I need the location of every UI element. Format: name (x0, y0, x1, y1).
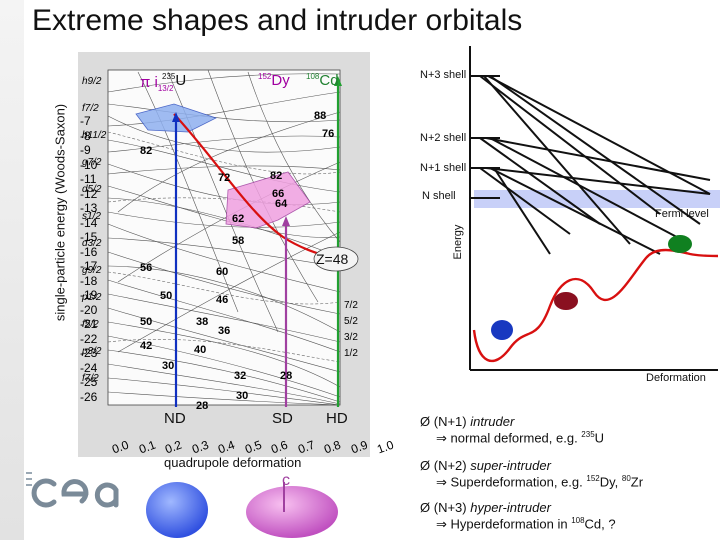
magic-number-label: 28 (280, 370, 293, 382)
nilsson-diagram (78, 52, 370, 457)
nilsson-y-axis-label: single-particle energy (Woods-Saxon) (52, 103, 68, 322)
magic-number-label: 50 (160, 290, 173, 302)
potential-energy-curve (472, 248, 719, 362)
level-lines (107, 69, 341, 406)
y-tick-label: -21 (80, 317, 98, 331)
magic-number-label: 32 (234, 370, 247, 382)
pink-gap-highlight (225, 171, 311, 229)
magic-number-label: 88 (314, 110, 327, 122)
y-tick-label: -9 (80, 143, 91, 157)
hd-label: HD (326, 410, 348, 427)
y-tick-label: -10 (80, 157, 98, 172)
orbital-label: 5/2 (344, 316, 358, 327)
y-tick-label: -25 (80, 375, 98, 389)
magic-number-label: 60 (216, 266, 229, 278)
orbital-label: h11/2 (82, 130, 107, 141)
orbital-label: d5/2 (82, 184, 102, 195)
orbital-label: h9/2 (82, 76, 102, 87)
cd108-label: 108Cd (306, 72, 339, 89)
orbital-label: 3/2 (344, 332, 358, 343)
dy152-label: 152Dy (258, 72, 290, 89)
y-tick-label: -13 (80, 201, 98, 215)
y-tick-label: -14 (80, 215, 98, 230)
slide-title: Extreme shapes and intruder orbitals (32, 4, 523, 37)
orbital-label: p1/2 (82, 292, 102, 303)
orbital-label: s1/2 (82, 211, 101, 222)
z48-box-group (313, 246, 359, 272)
orbital-label: f5/2 (82, 319, 99, 330)
y-tick-label: -24 (80, 360, 98, 375)
shell-label-n2: N+2 shell (420, 132, 467, 144)
y-tick-label: -12 (80, 186, 98, 201)
magic-number-label: 82 (140, 145, 153, 157)
nd-label: ND (164, 410, 186, 427)
orbital-label: f7/2 (82, 103, 99, 114)
shell-schematic (469, 46, 720, 371)
bullet-super-intruder: Ø (N+2) super-intruder ⇒ Superdeformatio… (420, 458, 644, 490)
magic-number-label: 46 (216, 294, 229, 306)
nilsson-x-axis-label: quadrupole deformation (164, 455, 302, 470)
orbital-label: 7/2 (344, 300, 358, 311)
magic-number-label: 38 (196, 316, 209, 328)
y-tick-label: -23 (80, 346, 98, 360)
magic-number-label: 36 (218, 325, 231, 337)
magic-number-label: 30 (162, 360, 175, 372)
deformation-axis-label: Deformation (646, 372, 706, 384)
magic-number-label: 72 (218, 172, 231, 184)
y-tick-label: -19 (80, 288, 98, 302)
magic-number-label: 30 (236, 390, 249, 402)
orbital-label: g9/2 (82, 265, 102, 276)
y-tick-label: -16 (80, 244, 98, 259)
blue-minimum-ball (491, 320, 513, 340)
left-decor-strip (0, 0, 24, 540)
y-tick-label: -17 (80, 259, 98, 273)
magic-number-label: 50 (140, 316, 153, 328)
pi-i13-label: π i13/2 (140, 74, 174, 93)
normal-deformed-nucleus-shape (146, 482, 208, 538)
magic-number-label: 28 (196, 400, 209, 412)
orbital-label: p3/2 (82, 346, 102, 357)
y-tick-label: -7 (80, 114, 91, 128)
magic-number-label: 42 (140, 340, 153, 352)
z48-label: Z=48 (316, 251, 349, 267)
magic-number-label: 66 (272, 188, 285, 200)
shell-label-n1: N+1 shell (420, 162, 467, 174)
x-tick-label: 1.0 (375, 437, 396, 457)
magic-number-label: 82 (270, 170, 283, 182)
y-tick-label: -8 (80, 128, 91, 143)
magic-number-label: 76 (322, 128, 335, 140)
c-axis-label: c (282, 472, 290, 489)
red-minimum-ball (554, 292, 578, 310)
green-minimum-ball (668, 235, 692, 253)
superdeformed-nucleus-shape (246, 486, 338, 538)
orbital-label: 1/2 (344, 348, 358, 359)
bullet-hyper-intruder: Ø (N+3) hyper-intruder ⇒ Hyperdeformatio… (420, 500, 616, 532)
y-tick-label: -20 (80, 302, 98, 317)
magic-number-label: 62 (232, 213, 245, 225)
u235-label: 235U (162, 72, 187, 89)
fermi-level-label: Fermi level (655, 208, 709, 220)
y-tick-label: -11 (80, 172, 97, 186)
shape-axis-line (283, 482, 285, 512)
y-tick-label: -18 (80, 273, 98, 288)
orbital-label: g7/2 (82, 157, 102, 168)
cea-logo (26, 472, 119, 508)
bullet-intruder: Ø (N+1) intruder ⇒ normal deformed, e.g.… (420, 414, 605, 446)
orbital-label: f7/2 (82, 373, 99, 384)
magic-number-label: 56 (140, 262, 153, 274)
sd-label: SD (272, 410, 293, 427)
y-tick-label: -15 (80, 230, 98, 244)
y-tick-label: -22 (80, 331, 98, 346)
y-tick-label: -26 (80, 389, 98, 404)
shell-label-n: N shell (422, 190, 456, 202)
shell-label-n3: N+3 shell (420, 69, 467, 81)
magic-number-label: 40 (194, 344, 207, 356)
orbital-label: d3/2 (82, 238, 102, 249)
magic-number-label: 64 (275, 198, 288, 210)
magic-number-label: 58 (232, 235, 245, 247)
